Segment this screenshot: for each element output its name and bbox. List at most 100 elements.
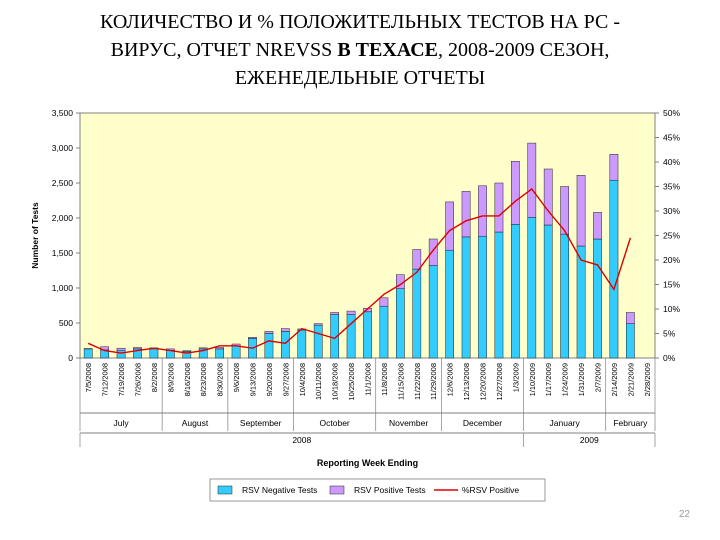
bar-negative — [609, 179, 619, 359]
bar-positive — [576, 175, 586, 247]
bar-negative — [215, 348, 225, 359]
y2-tick-label: 50% — [663, 108, 680, 118]
x-tick-label: 11/1/2008 — [364, 363, 373, 396]
bar-negative — [445, 249, 454, 359]
x-tick-label: 9/13/2008 — [249, 363, 258, 396]
x-tick-label: 8/16/2008 — [183, 363, 192, 396]
month-label: November — [389, 418, 428, 428]
y2-tick-label: 40% — [663, 157, 680, 167]
bar-negative — [412, 268, 422, 359]
year-label: 2009 — [580, 435, 599, 445]
bar-negative — [297, 329, 307, 359]
x-tick-label: 11/29/2008 — [429, 363, 438, 400]
bar-positive — [264, 331, 274, 334]
x-tick-label: 7/26/2008 — [134, 363, 143, 396]
x-tick-label: 11/22/2008 — [413, 363, 422, 400]
bar-negative — [527, 217, 537, 359]
bar-positive — [593, 212, 602, 240]
y-tick-label: 3,500 — [52, 108, 74, 118]
bar-positive — [346, 310, 356, 315]
y2-tick-label: 30% — [663, 206, 680, 216]
bar-positive — [560, 186, 569, 235]
bar-positive — [379, 297, 389, 307]
title-line-3: ЕЖЕНЕДЕЛЬНЫЕ ОТЧЕТЫ — [234, 67, 486, 89]
bar-positive — [527, 142, 537, 218]
y-tick-label: 2,500 — [52, 178, 74, 188]
bar-negative — [560, 233, 569, 359]
bar-positive — [626, 312, 635, 324]
x-tick-label: 12/20/2008 — [479, 363, 488, 401]
bar-negative — [511, 224, 520, 359]
month-label: February — [613, 418, 648, 428]
bar-negative — [576, 245, 586, 359]
month-label: January — [550, 418, 581, 428]
y-tick-label: 2,000 — [52, 213, 74, 223]
x-tick-label: 10/4/2008 — [298, 363, 307, 396]
y2-tick-label: 20% — [663, 255, 680, 265]
bar-positive — [609, 154, 619, 181]
y2-tick-label: 5% — [663, 329, 676, 339]
x-tick-label: 11/15/2008 — [396, 363, 405, 400]
x-tick-label: 9/20/2008 — [265, 363, 274, 396]
x-tick-label: 7/12/2008 — [101, 363, 110, 396]
title-line-2: ВИРУС, ОТЧЕТ NREVSS В ТЕХАСЕ, 2008-2009 … — [0, 36, 720, 64]
month-label: December — [463, 418, 502, 428]
x-tick-label: 7/19/2008 — [117, 363, 126, 396]
title-line-2-pre: ВИРУС, ОТЧЕТ NREVSS — [110, 39, 338, 61]
bar-negative — [461, 236, 471, 359]
x-tick-label: 9/6/2008 — [232, 363, 241, 392]
bar-positive — [543, 168, 553, 226]
year-label: 2008 — [292, 435, 311, 445]
bar-positive — [445, 201, 454, 251]
bar-negative — [264, 333, 274, 359]
y-tick-label: 0 — [68, 353, 73, 363]
legend-swatch — [217, 485, 233, 495]
bar-positive — [182, 350, 192, 352]
x-tick-label: 1/10/2009 — [528, 363, 537, 396]
x-tick-label: 1/24/2009 — [561, 363, 570, 396]
legend-label: RSV Positive Tests — [354, 485, 426, 495]
y2-tick-label: 35% — [663, 182, 680, 192]
bar-positive — [412, 249, 422, 270]
x-tick-label: 9/27/2008 — [281, 363, 290, 396]
slide-number: 22 — [678, 509, 690, 520]
y2-tick-label: 25% — [663, 231, 680, 241]
x-axis-title: Reporting Week Ending — [317, 458, 418, 468]
bar-negative — [116, 350, 126, 359]
bar-positive — [248, 337, 257, 339]
x-tick-label: 2/7/2009 — [594, 363, 603, 392]
month-label: October — [320, 418, 350, 428]
x-tick-label: 8/30/2008 — [216, 363, 225, 396]
title-line-2-post: , 2008-2009 СЕЗОН, — [438, 39, 610, 61]
bar-negative — [543, 224, 553, 359]
y2-tick-label: 0% — [663, 353, 676, 363]
x-tick-label: 1/3/2009 — [511, 363, 520, 392]
bar-negative — [379, 305, 389, 359]
legend-swatch — [329, 485, 345, 495]
title-line-1: КОЛИЧЕСТВО И % ПОЛОЖИТЕЛЬНЫХ ТЕСТОВ НА Р… — [99, 11, 621, 33]
month-label: July — [114, 418, 130, 428]
x-tick-label: 1/31/2009 — [577, 363, 586, 396]
month-label: September — [240, 418, 282, 428]
x-tick-label: 8/2/2008 — [150, 363, 159, 392]
bar-negative — [363, 311, 372, 359]
x-tick-label: 12/27/2008 — [495, 363, 504, 401]
bar-negative — [396, 288, 405, 359]
legend-label: %RSV Positive — [462, 485, 519, 495]
month-label: August — [182, 418, 209, 428]
bar-positive — [198, 347, 208, 350]
bar-positive — [330, 312, 339, 315]
bar-negative — [593, 238, 602, 359]
title-line-2-bold: В ТЕХАСЕ — [337, 39, 439, 61]
bar-positive — [215, 347, 225, 350]
bar-positive — [461, 191, 471, 238]
x-tick-label: 2/14/2009 — [610, 363, 619, 396]
bar-positive — [478, 185, 487, 237]
pct-positive-line — [87, 188, 632, 354]
x-tick-label: 7/5/2008 — [84, 363, 93, 392]
x-tick-label: 8/9/2008 — [166, 363, 175, 392]
x-tick-label: 10/11/2008 — [314, 363, 323, 400]
bar-positive — [511, 161, 520, 225]
bar-positive — [428, 238, 438, 266]
